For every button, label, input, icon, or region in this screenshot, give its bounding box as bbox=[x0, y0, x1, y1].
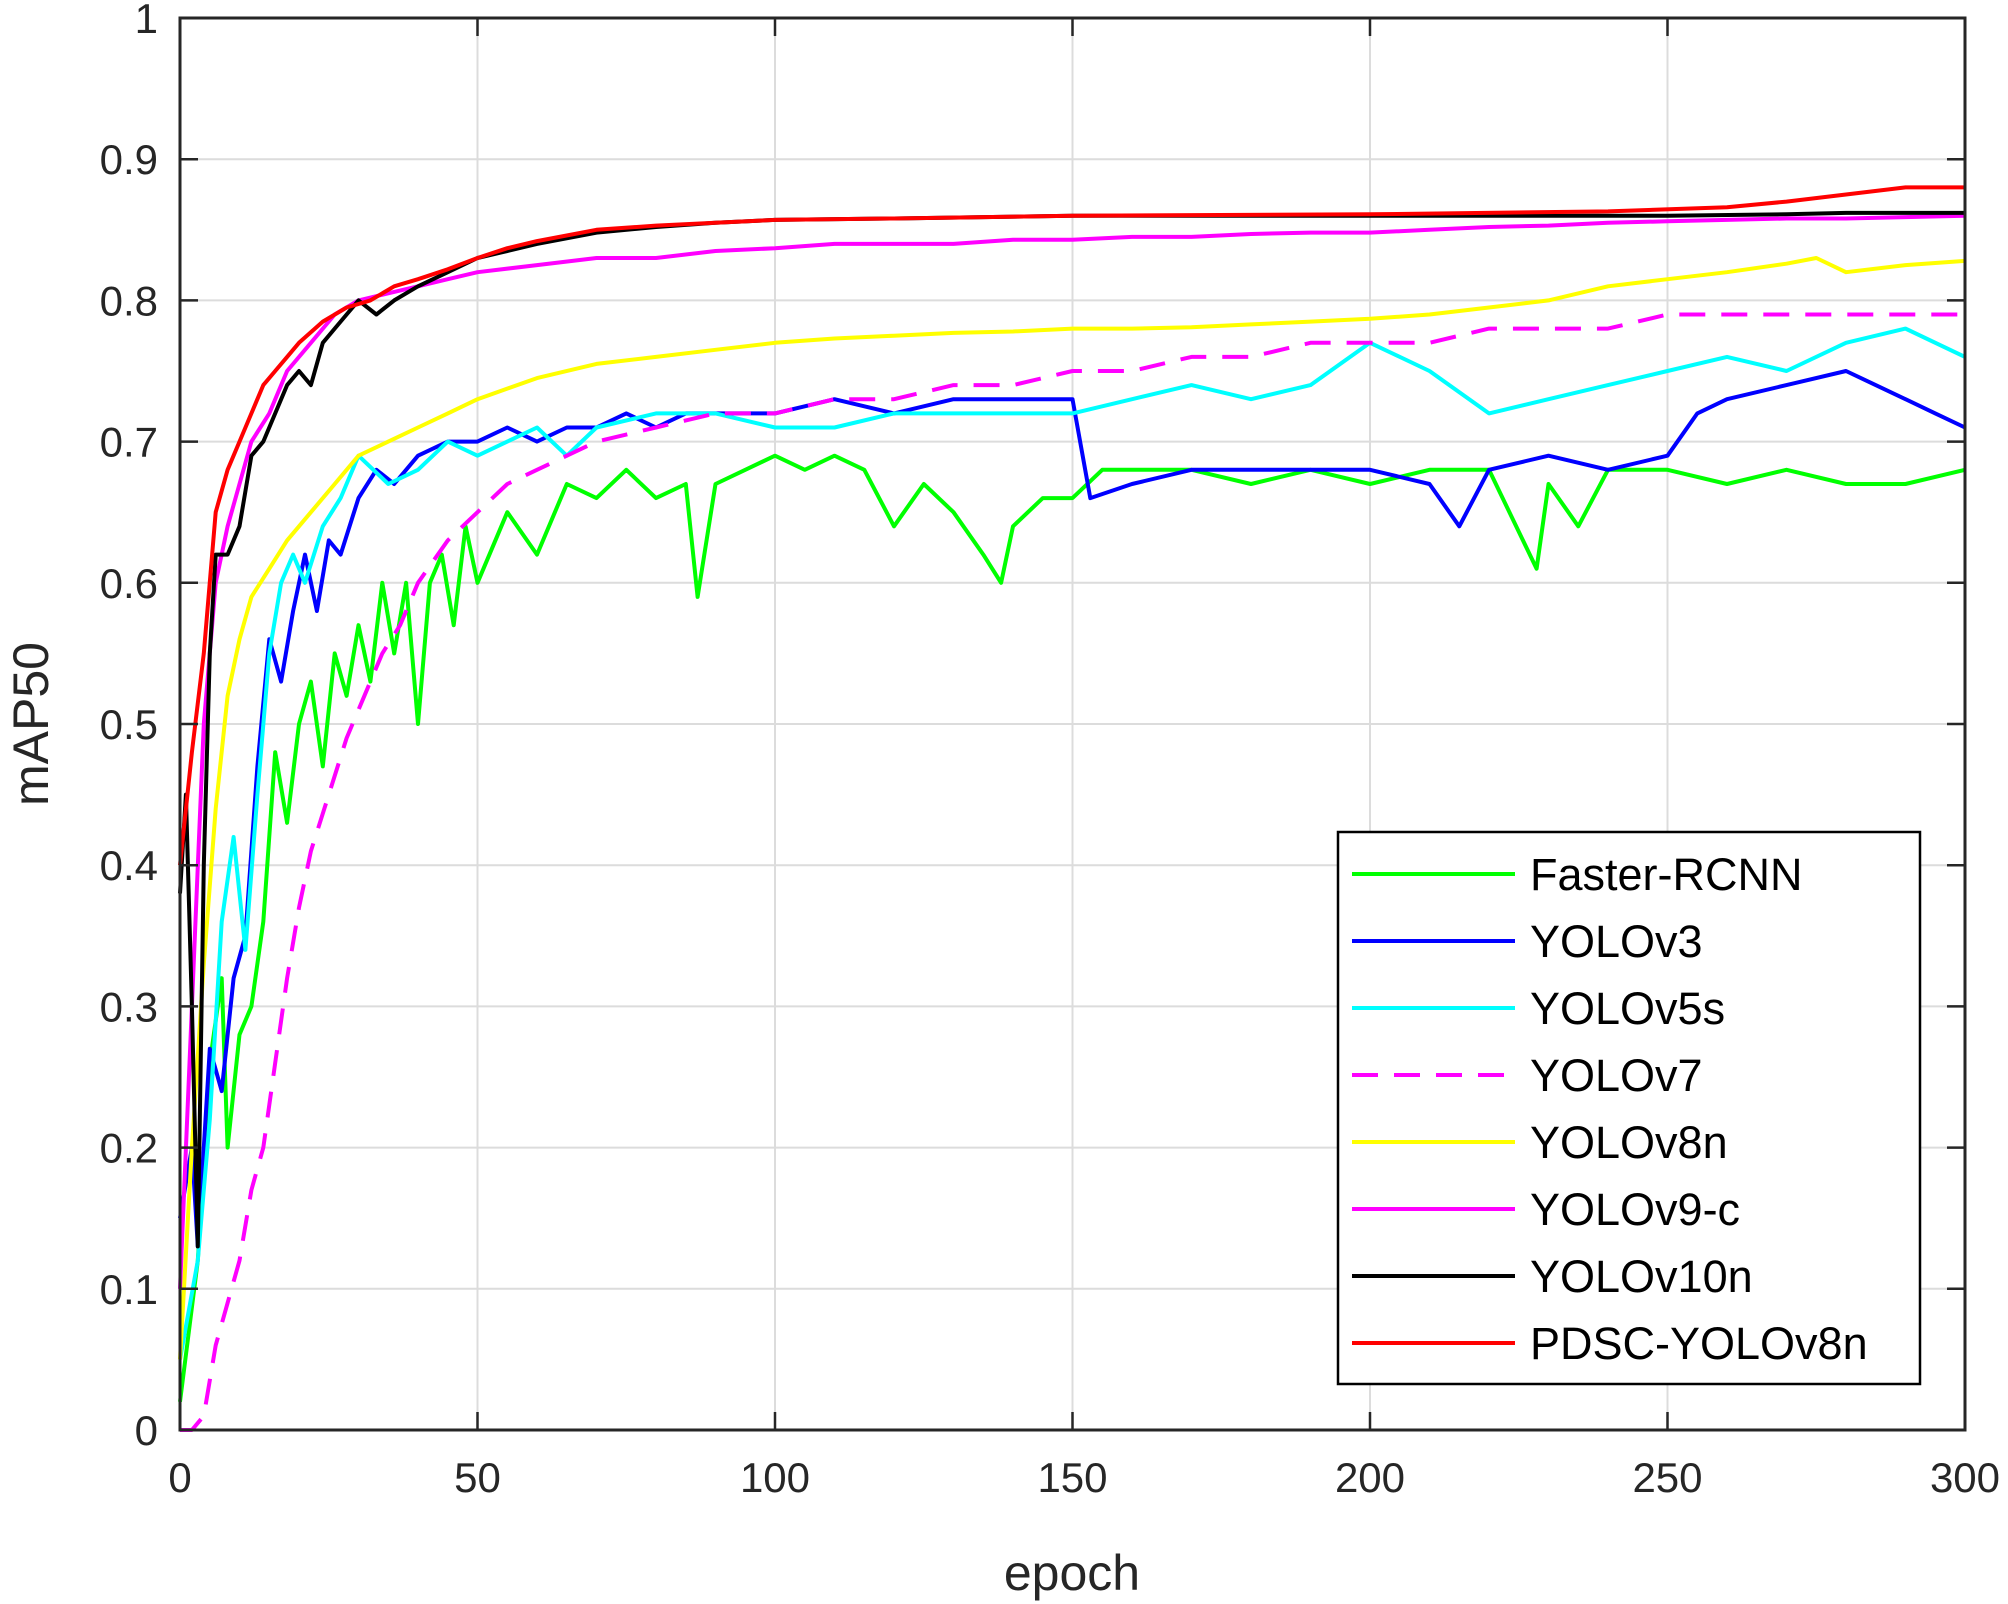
legend-label-pdsc-yolov8n: PDSC-YOLOv8n bbox=[1530, 1318, 1868, 1369]
series-line-yolov9-c bbox=[178, 213, 1966, 1289]
x-tick-label: 150 bbox=[1037, 1454, 1107, 1501]
y-axis-title: mAP50 bbox=[3, 642, 59, 806]
series-line-yolov8n bbox=[178, 256, 1966, 1360]
y-tick-label: 0.9 bbox=[100, 136, 158, 183]
y-tick-label: 0.1 bbox=[100, 1266, 158, 1313]
axis-tick-labels: 0 50 100 150 200 250 300 0 0.1 0.2 0.3 0.4 0.5 0.6 0.7… bbox=[100, 0, 2000, 1501]
x-tick-label: 100 bbox=[740, 1454, 810, 1501]
y-tick-label: 0.2 bbox=[100, 1125, 158, 1172]
legend-label-yolov7: YOLOv7 bbox=[1530, 1050, 1703, 1101]
legend-label-yolov10n: YOLOv10n bbox=[1530, 1251, 1753, 1302]
y-tick-label: 0 bbox=[135, 1407, 158, 1454]
x-tick-label: 50 bbox=[454, 1454, 501, 1501]
x-tick-label: 250 bbox=[1632, 1454, 1702, 1501]
y-tick-label: 0.8 bbox=[100, 277, 158, 324]
x-tick-label: 200 bbox=[1335, 1454, 1405, 1501]
grid-lines bbox=[180, 18, 1965, 1430]
x-axis-title: epoch bbox=[1004, 1545, 1140, 1601]
y-tick-label: 0.4 bbox=[100, 842, 158, 889]
y-tick-label: 0.5 bbox=[100, 701, 158, 748]
axis-ticks bbox=[178, 16, 1967, 1432]
x-tick-label: 300 bbox=[1930, 1454, 2000, 1501]
legend-label-yolov3: YOLOv3 bbox=[1530, 916, 1703, 967]
series-line-yolov3 bbox=[178, 369, 1966, 1249]
series-line-pdsc-yolov8n bbox=[178, 185, 1965, 866]
legend: Faster-RCNN YOLOv3 YOLOv5s YOLOv7 YOLOv8n YOL… bbox=[1336, 830, 1922, 1386]
legend-label-yolov9-c: YOLOv9-c bbox=[1530, 1184, 1740, 1235]
y-tick-label: 1 bbox=[135, 0, 158, 42]
y-tick-label: 0.3 bbox=[100, 983, 158, 1030]
series-line-faster-rcnn bbox=[178, 453, 1966, 1403]
series-line-yolov5s bbox=[178, 326, 1966, 1360]
legend-label-faster-rcnn: Faster-RCNN bbox=[1530, 849, 1803, 900]
series-layer bbox=[178, 185, 1966, 1432]
legend-box bbox=[1336, 830, 1922, 1386]
x-tick-label: 0 bbox=[168, 1454, 191, 1501]
y-tick-label: 0.7 bbox=[100, 419, 158, 466]
y-tick-label: 0.6 bbox=[100, 560, 158, 607]
legend-label-yolov8n: YOLOv8n bbox=[1530, 1117, 1728, 1168]
legend-label-yolov5s: YOLOv5s bbox=[1530, 983, 1725, 1034]
